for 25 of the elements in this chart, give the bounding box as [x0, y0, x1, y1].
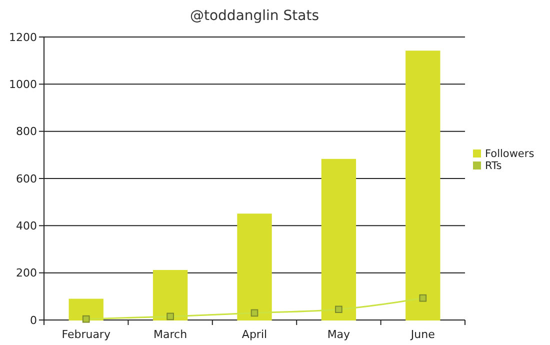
bar — [152, 270, 188, 320]
point — [335, 306, 342, 314]
y-tick-label: 1200 — [9, 30, 37, 44]
point — [419, 294, 427, 302]
point — [166, 312, 174, 320]
y-tick-label: 200 — [16, 266, 37, 280]
y-tick-label: 800 — [16, 125, 37, 138]
point — [250, 309, 258, 317]
bar — [68, 298, 104, 320]
bar — [406, 50, 440, 320]
legend-label: Followers — [485, 148, 534, 160]
y-tick-label: 400 — [16, 220, 37, 233]
y-tick-label: 0 — [30, 314, 37, 327]
point — [82, 315, 90, 323]
legend-label: RTs — [485, 160, 502, 172]
y-tick-label: 600 — [16, 172, 37, 186]
x-tick-label: March — [154, 328, 188, 341]
x-tick-label: February — [62, 328, 111, 341]
x-tick-label: June — [410, 328, 436, 341]
x-tick-label: May — [327, 328, 351, 341]
y-tick-label: 1000 — [9, 78, 37, 92]
x-tick-label: April — [242, 328, 268, 341]
bar — [321, 158, 356, 320]
chart-title: @toddanglin Stats — [190, 8, 320, 24]
bar — [237, 214, 272, 320]
